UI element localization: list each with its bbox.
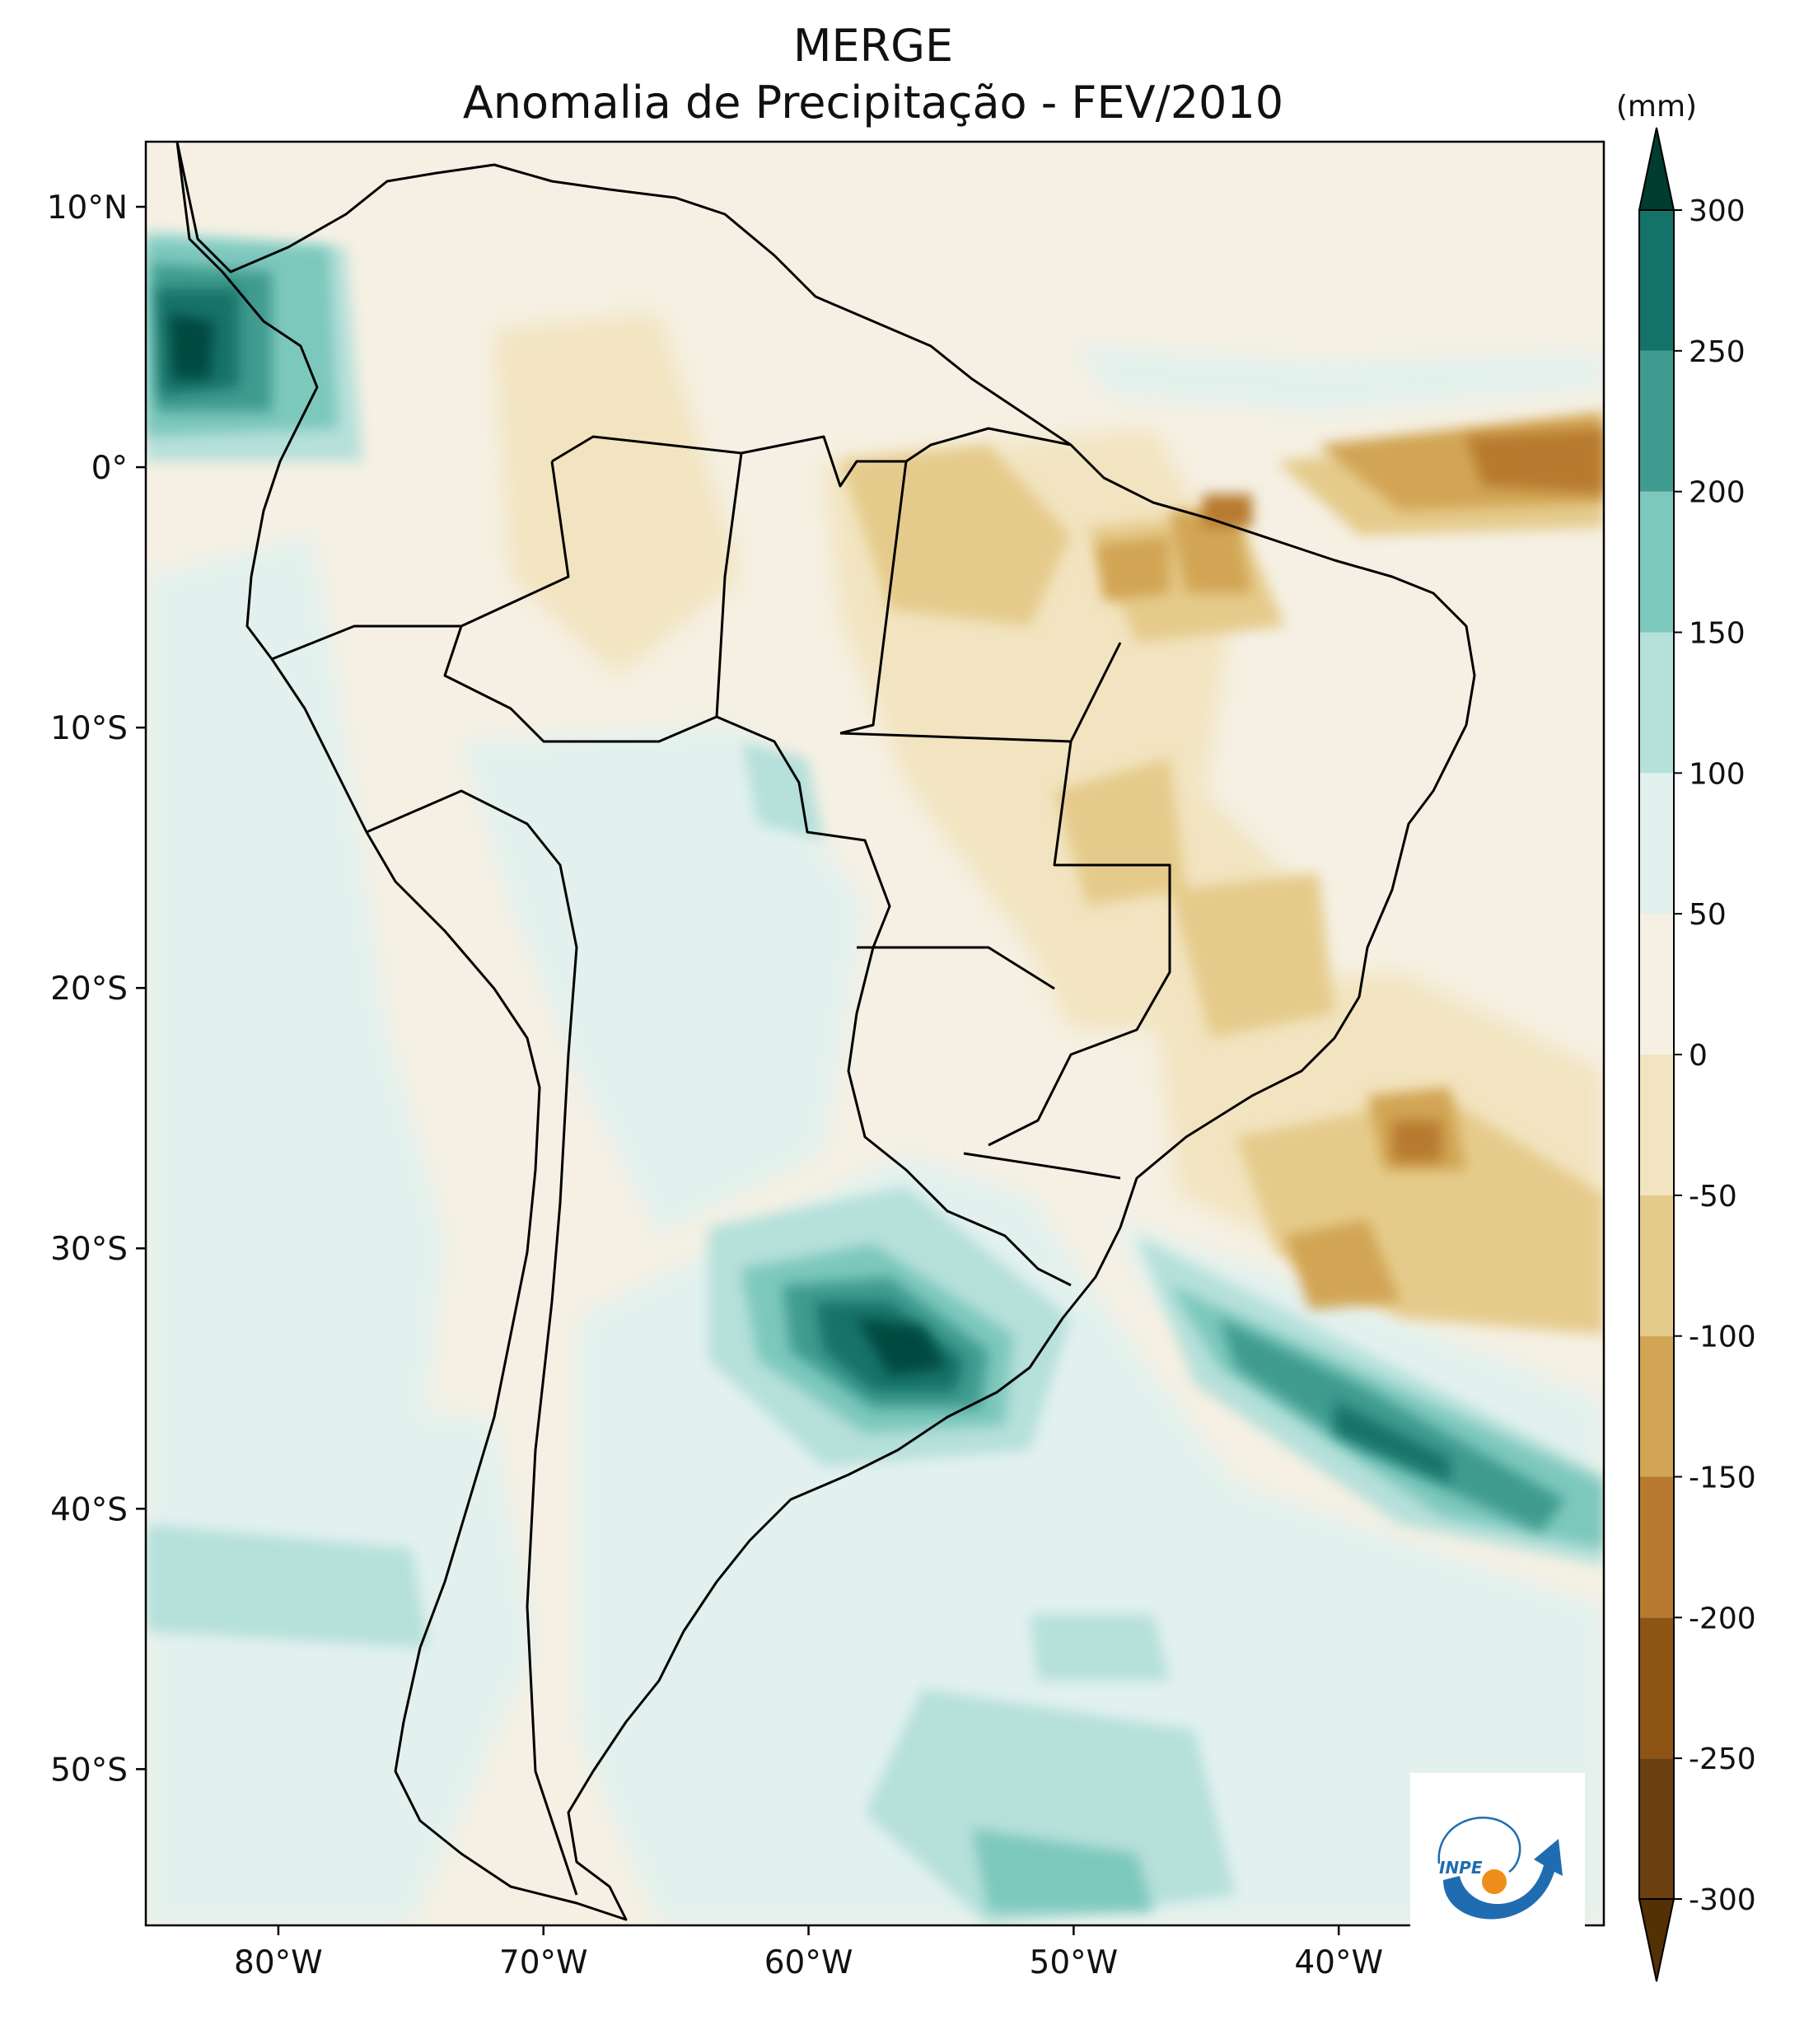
south-america-coastline	[175, 142, 1476, 1921]
lon-label: 80°W	[234, 1944, 323, 1981]
lat-label: 10°S	[50, 710, 128, 747]
colorbar-bin	[1639, 1195, 1674, 1336]
logo-arc	[1443, 1839, 1563, 1920]
colorbar-label: 300	[1689, 194, 1746, 228]
lon-label: 40°W	[1294, 1944, 1383, 1981]
lon-label: 50°W	[1030, 1944, 1119, 1981]
colorbar-bin	[1639, 1758, 1674, 1899]
anomaly-field	[146, 142, 1604, 1925]
colorbar-label: -100	[1689, 1321, 1756, 1354]
lat-label: 30°S	[50, 1231, 128, 1268]
colorbar-label: 200	[1689, 476, 1746, 510]
colorbar: -300 -250 -200 -150 -100 -50 0 50 100 150 200 250 30…	[1616, 90, 1756, 1982]
anomaly-band-neg200-150	[1203, 428, 1604, 1162]
lon-label: 70°W	[499, 1944, 588, 1981]
colorbar-bin	[1639, 350, 1674, 492]
colorbar-label: -150	[1689, 1462, 1756, 1495]
interior-borders	[715, 452, 1171, 1180]
logo-text: INPE	[1439, 1858, 1483, 1878]
colorbar-bin	[1639, 773, 1674, 914]
colorbar-label: -200	[1689, 1602, 1756, 1635]
lat-label: 50°S	[50, 1752, 128, 1789]
chart-subtitle: Anomalia de Precipitação - FEV/2010	[462, 77, 1284, 129]
colorbar-bin	[1639, 632, 1674, 774]
lat-label: 20°S	[50, 971, 128, 1008]
colorbar-label: -250	[1689, 1742, 1756, 1776]
colorbar-bin	[1639, 210, 1674, 351]
lon-label: 60°W	[764, 1944, 853, 1981]
colorbar-label: 0	[1689, 1039, 1708, 1073]
colorbar-bin	[1639, 1476, 1674, 1618]
lat-label: 0°	[91, 450, 128, 487]
colorbar-bin	[1639, 1335, 1674, 1477]
colorbar-bin	[1639, 491, 1674, 633]
logo-dot	[1482, 1869, 1507, 1894]
colorbar-label: 100	[1689, 757, 1746, 791]
latitude-axis: 10°N 0° 10°S 20°S 30°S 40°S 50°S	[47, 189, 146, 1789]
chart-title: MERGE	[792, 20, 954, 72]
inpe-logo: INPE	[1410, 1773, 1585, 1944]
colorbar-label: 150	[1689, 617, 1746, 651]
colorbar-extend-high	[1638, 127, 1675, 211]
colorbar-bin	[1639, 1617, 1674, 1759]
colorbar-bin	[1639, 1055, 1674, 1195]
colorbar-label: 250	[1689, 335, 1746, 369]
coastline-and-borders	[175, 142, 1476, 1921]
colorbar-label: -50	[1689, 1180, 1737, 1214]
map-frame	[144, 140, 1605, 1927]
colorbar-unit: (mm)	[1616, 90, 1697, 124]
brazil-border	[443, 427, 1072, 1287]
longitude-axis: 80°W 70°W 60°W 50°W 40°W	[234, 1925, 1383, 1981]
lat-label: 10°N	[47, 189, 128, 227]
colorbar-label: 50	[1689, 898, 1727, 932]
colorbar-bin	[1639, 914, 1674, 1055]
lat-label: 40°S	[50, 1491, 128, 1528]
colorbar-extend-low	[1638, 1898, 1675, 1982]
anomaly-band-250-300	[169, 313, 947, 1376]
colorbar-label: -300	[1689, 1883, 1756, 1917]
andes-borders	[271, 624, 578, 1896]
logo-thin-arc	[1437, 1817, 1521, 1873]
